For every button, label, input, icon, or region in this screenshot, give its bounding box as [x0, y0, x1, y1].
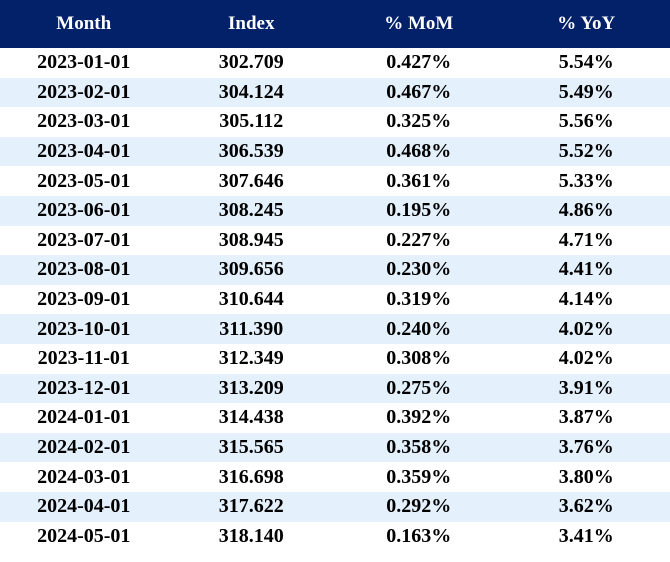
table-cell: 311.390	[219, 317, 284, 340]
table-cell: 0.308%	[386, 347, 452, 370]
table-cell: 0.392%	[386, 406, 452, 429]
table-row: 2024-05-01 318.140 0.163% 3.41%	[0, 521, 670, 552]
table-cell: 3.80%	[558, 465, 614, 488]
table-cell: 0.163%	[386, 524, 452, 547]
table-cell: 310.644	[218, 288, 284, 311]
table-cell: 4.71%	[558, 228, 614, 251]
table-cell: 0.227%	[386, 228, 452, 251]
table-cell: 2023-12-01	[37, 376, 131, 399]
table-row: 2023-08-01 309.656 0.230% 4.41%	[0, 255, 670, 285]
table-cell: 308.945	[218, 228, 284, 251]
table-cell: 2024-02-01	[37, 436, 131, 459]
column-header-mom: % MoM	[384, 13, 454, 34]
table-cell: 302.709	[218, 51, 284, 74]
table-cell: 315.565	[218, 436, 284, 459]
table-cell: 318.140	[218, 524, 284, 547]
table-cell: 2024-04-01	[37, 495, 131, 518]
table-cell: 0.195%	[386, 199, 452, 222]
table-cell: 0.275%	[386, 376, 452, 399]
table-cell: 304.124	[218, 80, 284, 103]
table-cell: 0.468%	[386, 140, 452, 163]
table-cell: 3.41%	[558, 524, 614, 547]
table-cell: 0.467%	[386, 80, 452, 103]
table-cell: 0.230%	[386, 258, 452, 281]
table-cell: 0.359%	[386, 465, 452, 488]
table-cell: 2023-08-01	[37, 258, 131, 281]
header-row: Month Index % MoM % YoY	[0, 0, 670, 48]
table-cell: 314.438	[218, 406, 284, 429]
table-row: 2023-09-01 310.644 0.319% 4.14%	[0, 284, 670, 315]
table-cell: 3.87%	[558, 406, 614, 429]
table-cell: 316.698	[218, 465, 284, 488]
table-row: 2023-06-01 308.245 0.195% 4.86%	[0, 195, 670, 226]
table-cell: 309.656	[218, 258, 284, 281]
table-cell: 0.358%	[386, 436, 452, 459]
table-cell: 305.112	[219, 110, 284, 133]
table-row: 2023-02-01 304.124 0.467% 5.49%	[0, 77, 670, 108]
table-cell: 0.240%	[386, 317, 452, 340]
table-cell: 4.02%	[558, 317, 614, 340]
table-cell: 5.49%	[558, 80, 614, 103]
table-cell: 2023-04-01	[37, 140, 131, 163]
table-row: 2024-01-01 314.438 0.392% 3.87%	[0, 403, 670, 433]
column-header-month: Month	[56, 13, 112, 34]
table-cell: 2023-05-01	[37, 169, 131, 192]
table-cell: 0.427%	[386, 51, 452, 74]
table-cell: 3.91%	[558, 376, 614, 399]
table-cell: 308.245	[218, 199, 284, 222]
table-row: 2024-04-01 317.622 0.292% 3.62%	[0, 491, 670, 522]
table-row: 2023-05-01 307.646 0.361% 5.33%	[0, 166, 670, 196]
table-row: 2023-07-01 308.945 0.227% 4.71%	[0, 225, 670, 256]
table-row: 2023-11-01 312.349 0.308% 4.02%	[0, 343, 670, 374]
table-cell: 2023-02-01	[37, 80, 131, 103]
table-cell: 2023-06-01	[37, 199, 131, 222]
table-row: 2023-10-01 311.390 0.240% 4.02%	[0, 314, 670, 344]
table-row: 2023-03-01 305.112 0.325% 5.56%	[0, 107, 670, 137]
table-cell: 2024-03-01	[37, 465, 131, 488]
column-header-yoy: % YoY	[557, 13, 616, 34]
table-cell: 5.33%	[558, 169, 614, 192]
table-cell: 0.319%	[386, 288, 452, 311]
table-cell: 2023-07-01	[37, 228, 131, 251]
table-cell: 312.349	[218, 347, 284, 370]
table-cell: 0.292%	[386, 495, 452, 518]
table-cell: 317.622	[218, 495, 284, 518]
table-row: 2023-04-01 306.539 0.468% 5.52%	[0, 136, 670, 167]
table-row: 2023-12-01 313.209 0.275% 3.91%	[0, 373, 670, 404]
table-row: 2024-02-01 315.565 0.358% 3.76%	[0, 432, 670, 463]
table-cell: 306.539	[218, 140, 284, 163]
table-cell: 3.62%	[558, 495, 614, 518]
table-header: Month Index % MoM % YoY	[0, 0, 670, 48]
table-cell: 3.76%	[558, 436, 614, 459]
table-cell: 307.646	[218, 169, 284, 192]
table-cell: 2023-03-01	[37, 110, 131, 133]
table-cell: 4.14%	[558, 288, 614, 311]
table-cell: 4.86%	[558, 199, 614, 222]
table-cell: 5.54%	[558, 51, 614, 74]
table-cell: 2023-10-01	[37, 317, 131, 340]
table-cell: 5.56%	[558, 110, 614, 133]
table-cell: 2024-01-01	[37, 406, 131, 429]
table-cell: 0.325%	[386, 110, 452, 133]
table-cell: 4.41%	[558, 258, 614, 281]
table-cell: 2024-05-01	[37, 524, 131, 547]
table-cell: 2023-09-01	[37, 288, 131, 311]
table-cell: 4.02%	[558, 347, 614, 370]
table-body: 2023-01-01 302.709 0.427% 5.54% 2023-02-01 30…	[0, 48, 670, 552]
table-cell: 5.52%	[558, 140, 614, 163]
table-row: 2024-03-01 316.698 0.359% 3.80%	[0, 462, 670, 492]
table-cell: 313.209	[218, 376, 284, 399]
table-cell: 2023-11-01	[37, 347, 130, 370]
table-row: 2023-01-01 302.709 0.427% 5.54%	[0, 48, 670, 78]
column-header-index: Index	[228, 13, 275, 34]
table-cell: 0.361%	[386, 169, 452, 192]
table-cell: 2023-01-01	[37, 51, 131, 74]
